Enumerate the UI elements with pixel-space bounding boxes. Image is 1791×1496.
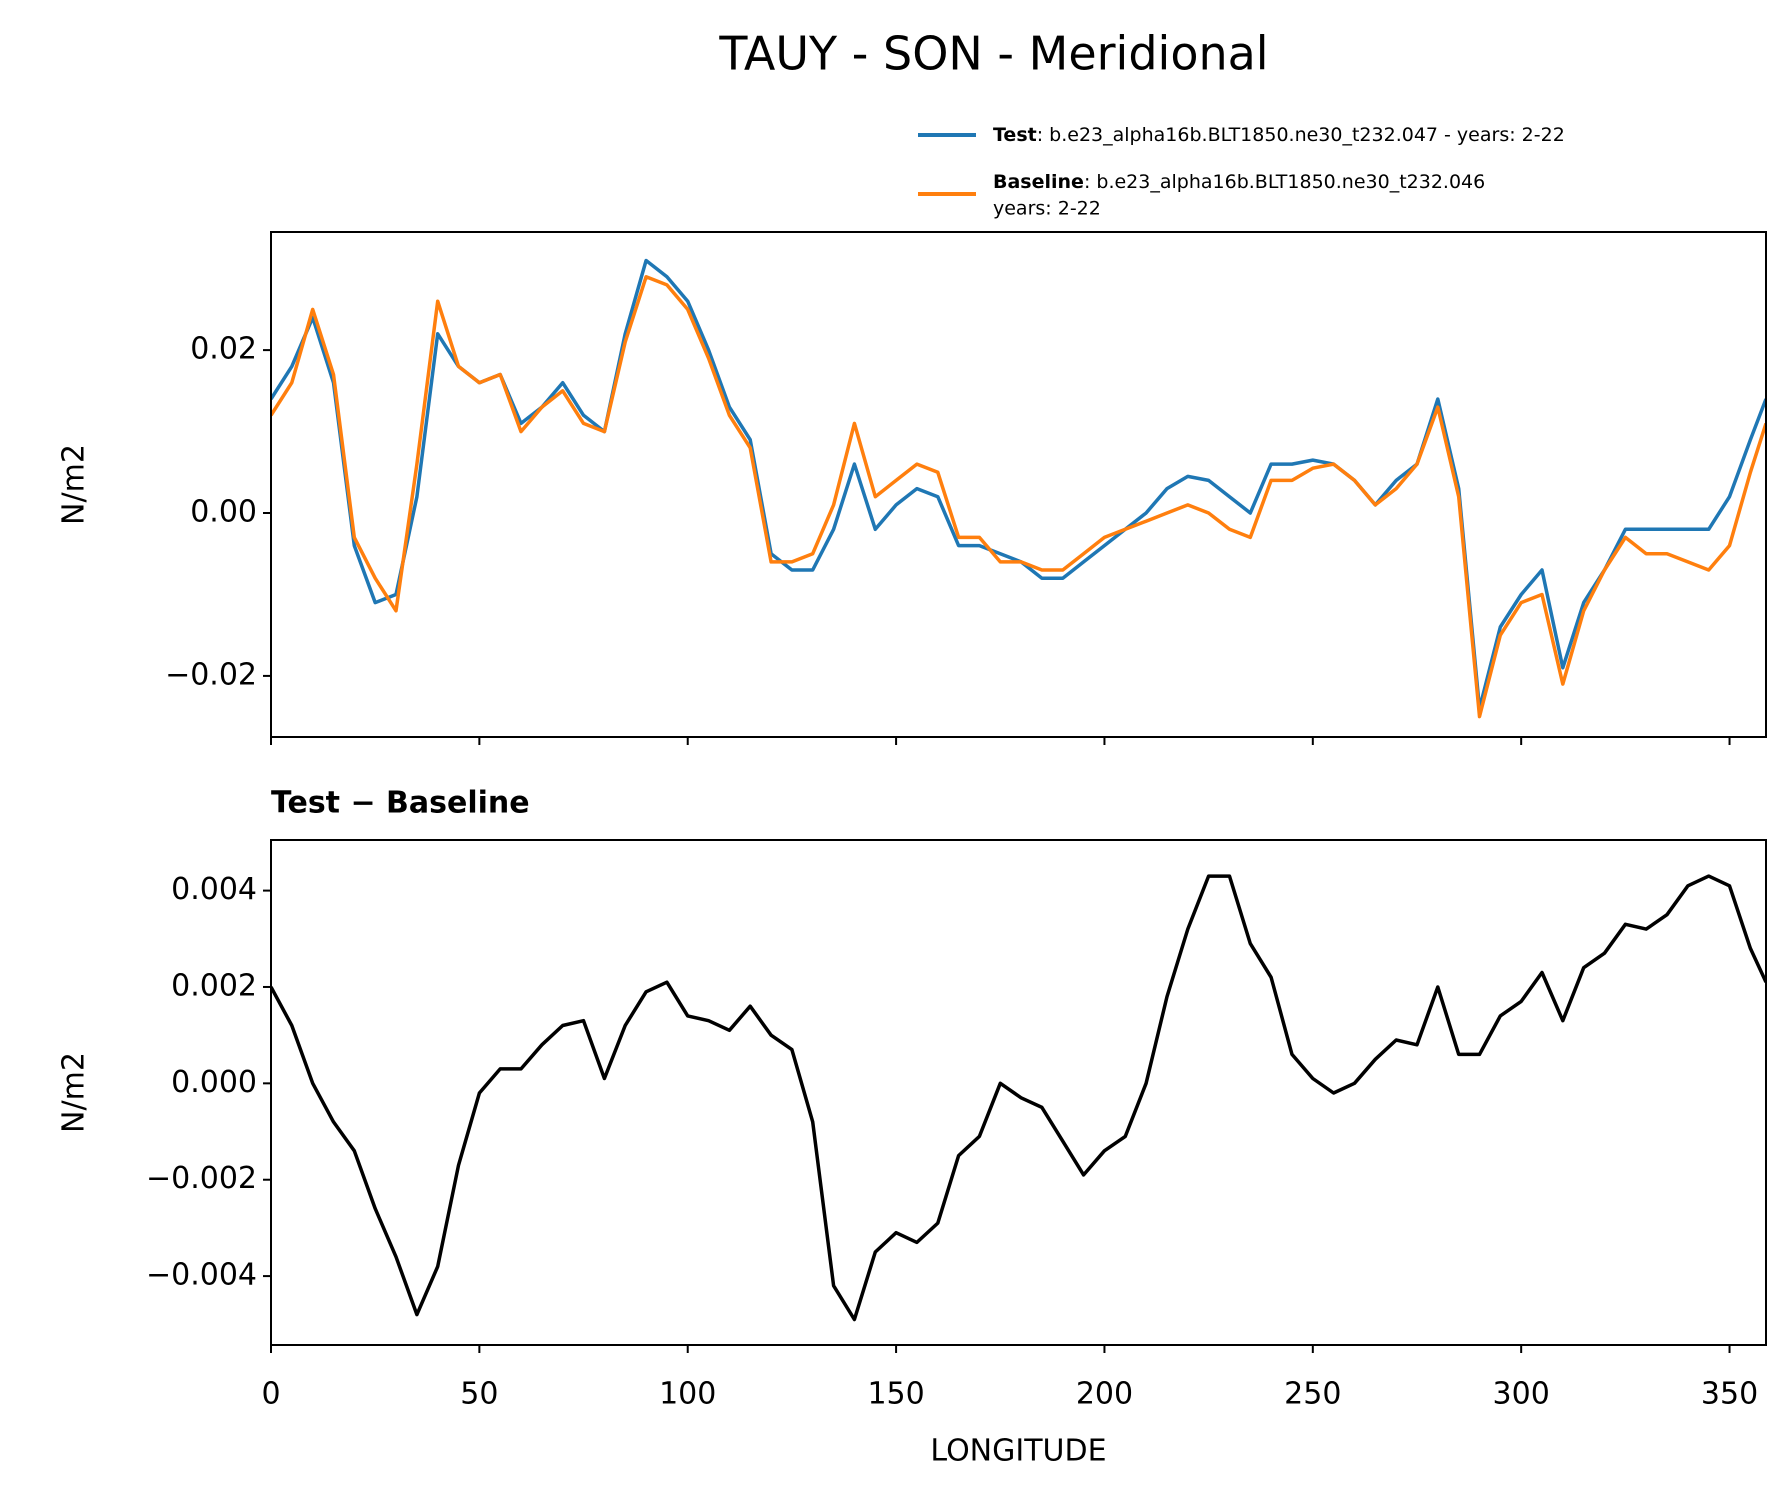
y-tick-label: 0.000 xyxy=(171,1065,257,1100)
y-tick-label: −0.02 xyxy=(165,657,257,692)
legend-name: Baseline xyxy=(993,171,1084,193)
y-tick-label: 0.02 xyxy=(190,332,257,367)
y-tick-label: −0.002 xyxy=(146,1161,257,1196)
x-tick-label: 300 xyxy=(1493,1377,1550,1412)
x-tick-label: 150 xyxy=(867,1377,924,1412)
x-tick-label: 350 xyxy=(1701,1377,1758,1412)
x-axis-label: LONGITUDE xyxy=(930,1434,1106,1469)
axes-frame xyxy=(270,839,1767,1346)
y-tick-label: 0.00 xyxy=(190,495,257,530)
legend-label: Baseline: b.e23_alpha16b.BLT1850.ne30_t2… xyxy=(993,171,1485,193)
x-tick-label: 100 xyxy=(659,1377,716,1412)
data-line xyxy=(271,258,1766,711)
chart-title: TAUY - SON - Meridional xyxy=(718,27,1268,81)
legend-case: : b.e23_alpha16b.BLT1850.ne30_t232.046 xyxy=(1084,171,1485,193)
legend-name: Test xyxy=(993,124,1037,146)
y-tick-label: 0.002 xyxy=(171,968,257,1003)
legend-label: Test: b.e23_alpha16b.BLT1850.ne30_t232.0… xyxy=(993,124,1565,146)
y-tick-label: −0.004 xyxy=(146,1258,257,1293)
data-line xyxy=(271,275,1766,719)
y-tick-label: 0.004 xyxy=(171,872,257,907)
plot-area xyxy=(271,874,1766,1322)
legend-label-2: years: 2-22 xyxy=(993,198,1101,220)
x-tick-label: 50 xyxy=(460,1377,498,1412)
axes-frame xyxy=(270,231,1767,738)
plot-area xyxy=(271,258,1766,719)
y-axis-label: N/m2 xyxy=(57,1052,92,1133)
x-tick-label: 200 xyxy=(1076,1377,1133,1412)
x-tick-label: 0 xyxy=(261,1377,280,1412)
x-tick-label: 250 xyxy=(1284,1377,1341,1412)
data-line xyxy=(271,874,1766,1322)
legend-case: : b.e23_alpha16b.BLT1850.ne30_t232.047 -… xyxy=(1037,124,1565,146)
y-axis-label: N/m2 xyxy=(57,444,92,525)
subtitle: Test − Baseline xyxy=(271,786,530,821)
